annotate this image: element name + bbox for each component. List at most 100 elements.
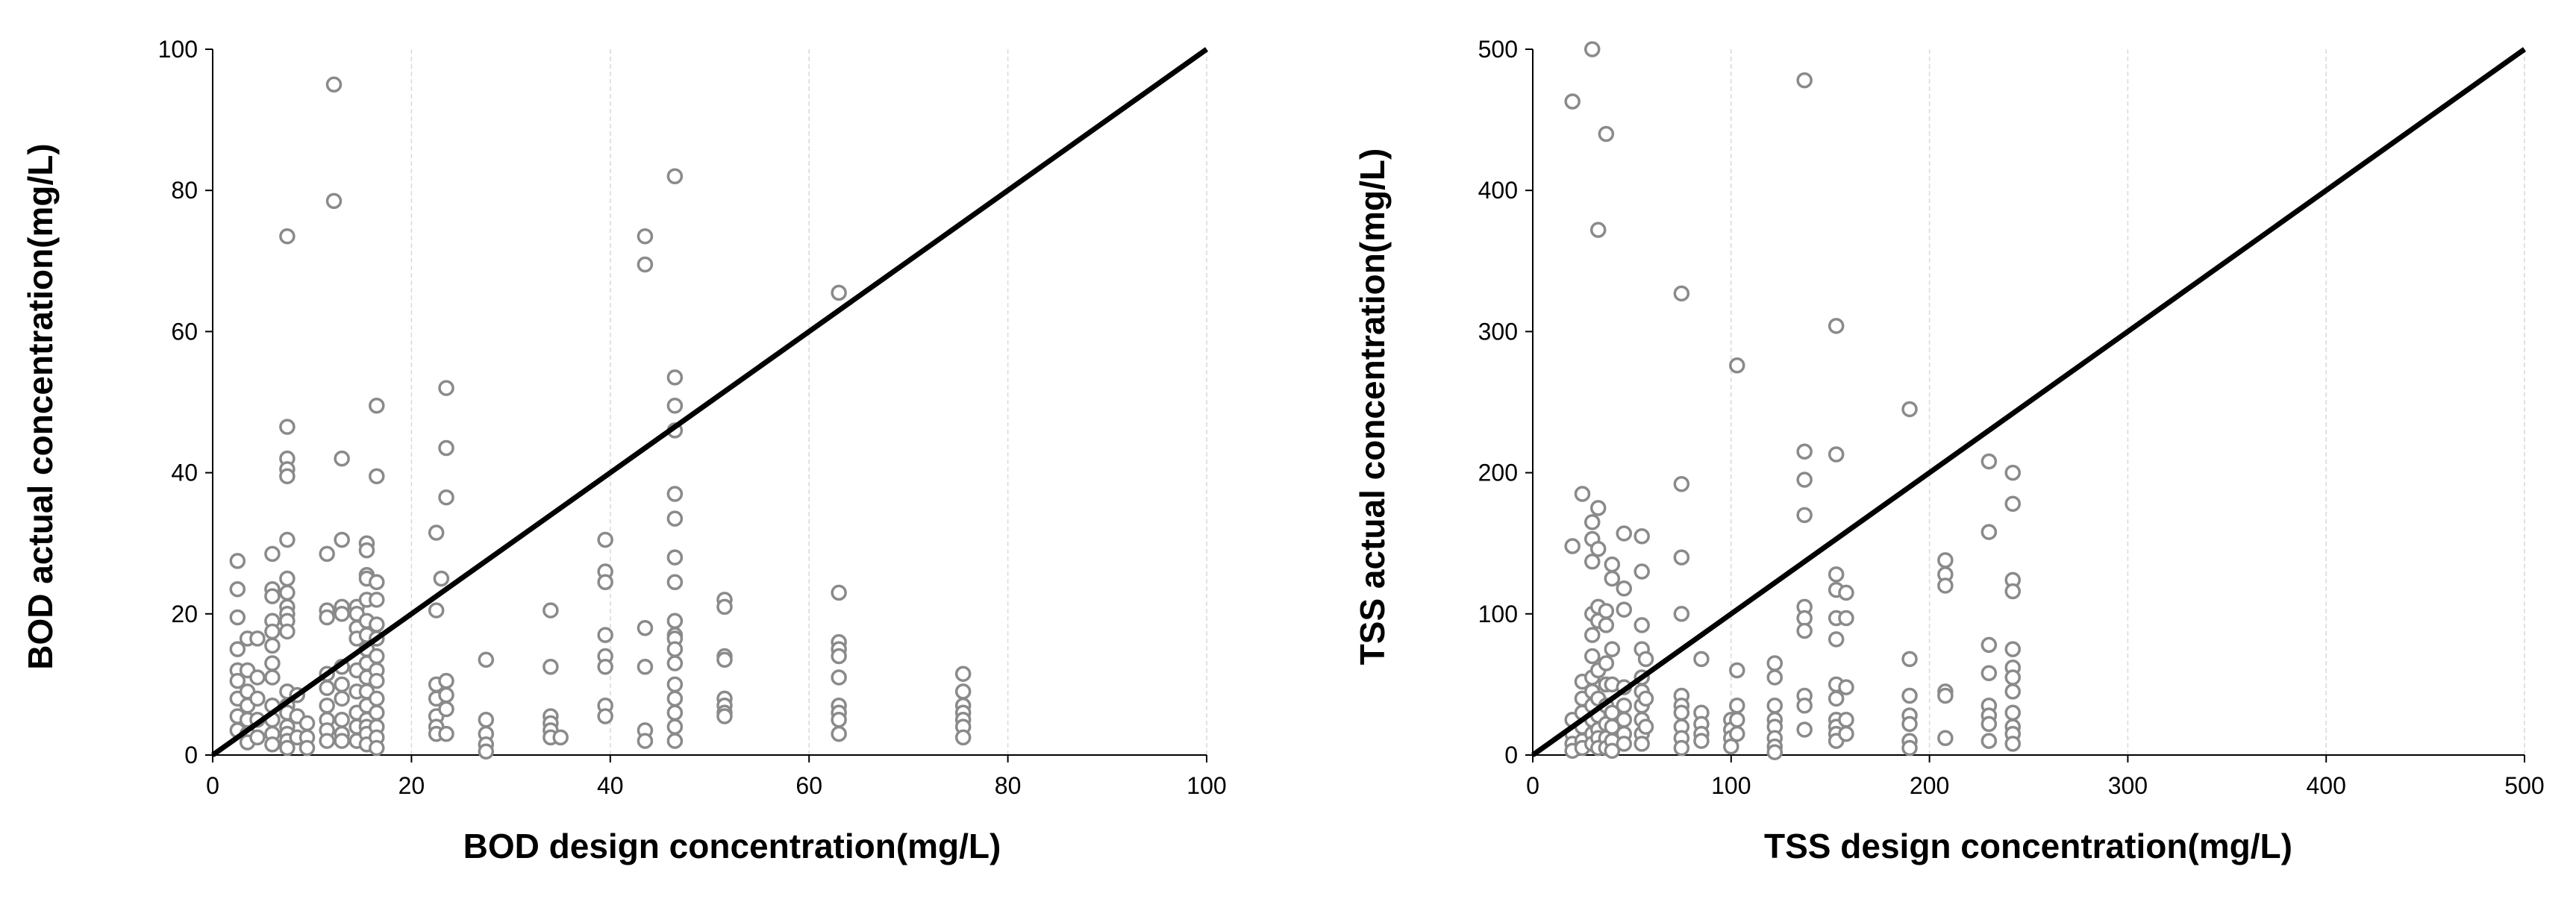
bod-data-points — [229, 76, 972, 760]
tss-data-point — [1766, 744, 1783, 760]
bod-data-point — [264, 637, 281, 654]
bod-data-point — [831, 725, 847, 742]
bod-data-point — [279, 468, 296, 485]
tss-data-point — [1828, 631, 1845, 648]
bod-data-point — [334, 711, 350, 728]
tss-data-point — [1637, 718, 1654, 735]
tss-data-point — [1584, 41, 1601, 57]
tss-data-point — [1828, 566, 1845, 583]
bod-data-point — [334, 733, 350, 749]
bod-x-tick-label: 40 — [597, 772, 624, 799]
bod-chart: 0 20 40 60 80 100 0 20 40 60 80 100 BOD design conc… — [21, 36, 1227, 865]
tss-data-point — [1673, 704, 1690, 721]
bod-data-point — [334, 676, 350, 693]
bod-data-point — [264, 588, 281, 604]
bod-y-axis-title: BOD actual concentration(mg/L) — [21, 143, 60, 669]
bod-data-point — [438, 686, 454, 704]
tss-data-point — [1616, 711, 1633, 728]
bod-data-point — [637, 228, 654, 245]
bod-data-point — [249, 729, 266, 746]
bod-data-point — [369, 574, 385, 590]
tss-data-point — [2004, 736, 2021, 752]
bod-data-point — [249, 669, 266, 686]
tss-data-point — [1604, 570, 1621, 587]
bod-data-point — [229, 580, 246, 598]
bod-data-point — [264, 623, 281, 640]
tss-data-point — [1598, 617, 1615, 633]
tss-data-points — [1564, 41, 2021, 760]
tss-data-point — [2004, 683, 2021, 700]
bod-data-point — [666, 718, 684, 735]
bod-data-point — [334, 606, 350, 622]
bod-x-axis-title: BOD design concentration(mg/L) — [463, 827, 1001, 865]
bod-data-point — [264, 736, 281, 753]
bod-data-point — [597, 531, 613, 548]
tss-data-point — [1584, 514, 1601, 530]
bod-data-point — [831, 711, 847, 728]
tss-data-point — [1589, 500, 1607, 516]
tss-x-tick-label: 400 — [2307, 772, 2346, 799]
tss-data-point — [1693, 651, 1710, 668]
bod-data-point — [279, 419, 296, 435]
bod-data-point — [637, 256, 654, 273]
bod-data-point — [716, 708, 733, 724]
bod-x-tick-label: 20 — [398, 772, 425, 799]
tss-data-point — [1729, 698, 1745, 714]
bod-axes: 0 20 40 60 80 100 0 20 40 60 80 100 — [158, 36, 1227, 799]
bod-data-point — [433, 570, 450, 587]
tss-data-point — [1838, 725, 1854, 742]
bod-data-point — [597, 627, 613, 643]
tss-data-point — [1564, 538, 1581, 554]
bod-y-tick-label: 100 — [158, 36, 198, 63]
bod-data-point — [666, 486, 684, 502]
bod-data-point — [279, 531, 296, 548]
bod-data-point — [369, 690, 385, 707]
bod-data-point — [264, 545, 281, 563]
bod-data-point — [369, 397, 385, 414]
bod-data-point — [298, 739, 316, 757]
bod-data-point — [229, 672, 246, 689]
tss-data-point — [1729, 725, 1745, 742]
tss-data-point — [1766, 655, 1783, 671]
bod-data-point — [831, 648, 847, 665]
bod-data-point — [666, 397, 684, 414]
tss-data-point — [1981, 665, 1998, 682]
tss-data-point — [2004, 583, 2021, 600]
tss-data-point — [1673, 739, 1690, 757]
bod-data-point — [597, 574, 613, 590]
tss-data-point — [1838, 679, 1854, 695]
tss-data-point — [1634, 563, 1650, 580]
bod-data-point — [369, 739, 385, 757]
tss-data-point — [1598, 603, 1615, 619]
bod-data-point — [229, 641, 246, 657]
tss-data-point — [1901, 739, 1918, 757]
bod-data-point — [637, 659, 654, 675]
bod-data-point — [438, 439, 454, 457]
bod-data-point — [319, 733, 335, 749]
tss-x-axis-title: TSS design concentration(mg/L) — [1764, 827, 2292, 865]
tss-y-tick-label: 400 — [1478, 177, 1518, 204]
bod-data-point — [438, 672, 454, 689]
tss-data-point — [1634, 736, 1650, 752]
tss-data-point — [1796, 443, 1813, 460]
bod-data-point — [666, 549, 684, 566]
bod-data-point — [666, 655, 684, 671]
tss-data-point — [1604, 742, 1621, 760]
tss-data-point — [1981, 524, 1998, 540]
tss-data-point — [1901, 651, 1918, 668]
tss-data-point — [1796, 721, 1813, 738]
tss-chart: 0 100 200 300 400 500 0 100 200 300 400 500 TSS des… — [1353, 36, 2545, 865]
tss-data-point — [1937, 730, 1954, 747]
bod-data-point — [666, 574, 684, 590]
tss-axes: 0 100 200 300 400 500 0 100 200 300 400 500 — [1478, 36, 2545, 799]
bod-data-point — [637, 619, 654, 636]
bod-data-point — [666, 690, 684, 707]
tss-y-tick-label: 500 — [1478, 36, 1518, 63]
bod-data-point — [334, 690, 350, 707]
tss-data-point — [1616, 698, 1633, 714]
bod-data-point — [597, 659, 613, 675]
tss-data-point — [1574, 486, 1591, 502]
tss-data-point — [1584, 627, 1601, 643]
tss-data-point — [1796, 472, 1813, 488]
tss-data-point — [1729, 357, 1745, 374]
